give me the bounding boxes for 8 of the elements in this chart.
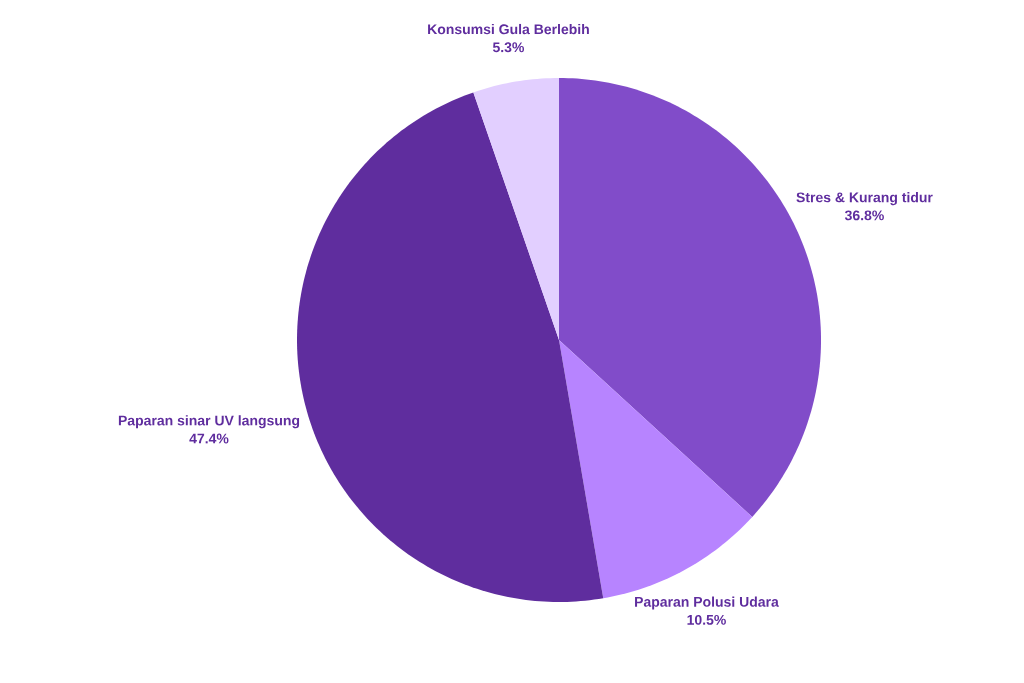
data-label: 47.4% (189, 433, 229, 444)
slice-label: Paparan Polusi Udara (635, 596, 779, 610)
slice-label: Paparan sinar UV langsung (118, 415, 300, 429)
data-label: 10.5% (687, 614, 726, 625)
slice-label: Konsumsi Gula Berlebih (428, 23, 589, 35)
data-label: 36.8% (844, 210, 884, 221)
data-label: 5.3% (492, 42, 525, 53)
slice-label: Stres & Kurang tidur (796, 192, 933, 206)
